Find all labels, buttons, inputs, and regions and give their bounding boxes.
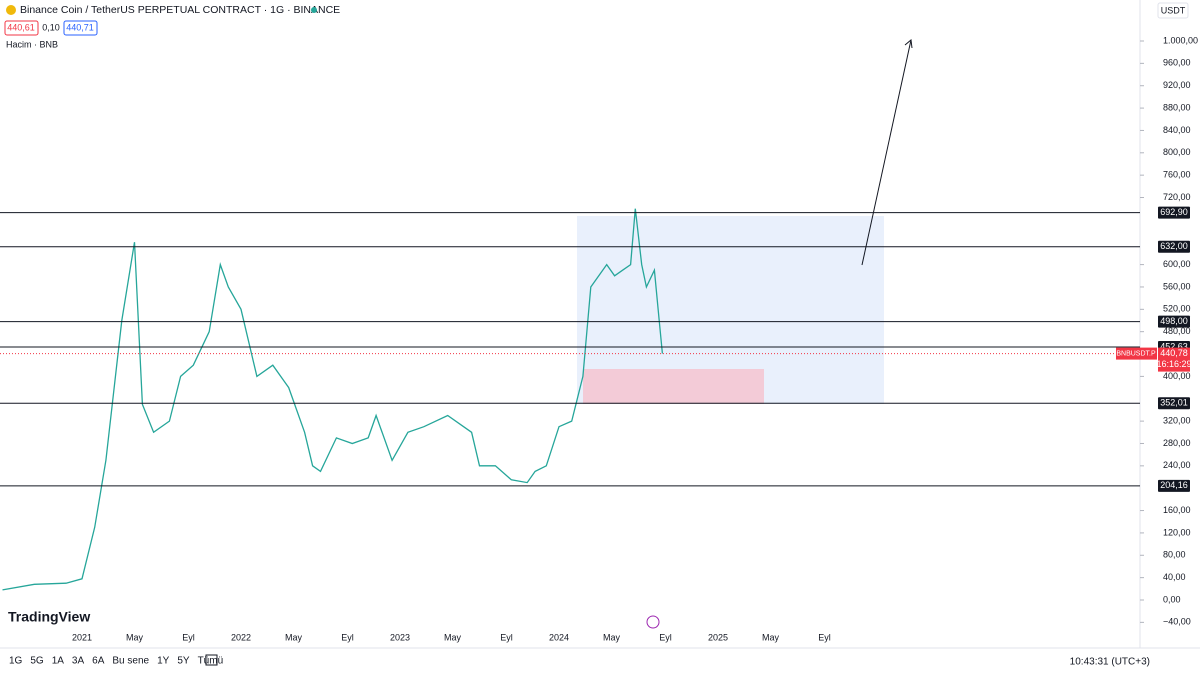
price-tick-label: 600,00 xyxy=(1163,259,1191,269)
range-button[interactable]: 1A xyxy=(52,656,65,667)
coin-icon xyxy=(6,5,16,15)
current-price-box xyxy=(1158,347,1190,372)
arrow xyxy=(861,39,912,266)
price-tick-label: 720,00 xyxy=(1163,192,1191,202)
currency: USDT xyxy=(1161,5,1186,15)
time-tick-label: Eyl xyxy=(500,632,513,642)
level-label-box xyxy=(1158,315,1190,328)
price-tick-label: 960,00 xyxy=(1163,58,1191,68)
arrow-head xyxy=(904,39,913,49)
price-tick-label: 160,00 xyxy=(1163,505,1191,515)
time-tick-label: Eyl xyxy=(341,632,354,642)
level-label-box xyxy=(1158,479,1190,492)
range-button[interactable]: 1Y xyxy=(157,656,170,667)
price-tick-label: 120,00 xyxy=(1163,527,1191,537)
volume: Hacim · BNB xyxy=(6,39,58,49)
time-tick-label: Eyl xyxy=(659,632,672,642)
time-tick-label: Eyl xyxy=(818,632,831,642)
time-tick-label: May xyxy=(603,632,621,642)
time-tick-label: May xyxy=(762,632,780,642)
current-symbol-box xyxy=(1116,347,1157,360)
level-label: 692,90 xyxy=(1160,207,1188,217)
price-tick-label: −40,00 xyxy=(1163,617,1191,627)
current-price: 440,78 xyxy=(1160,348,1188,358)
level-label: 204,16 xyxy=(1160,480,1188,490)
level-label: 352,01 xyxy=(1160,398,1188,408)
symbol: Binance Coin / TetherUS PERPETUAL CONTRA… xyxy=(20,4,340,16)
price-tick-label: 760,00 xyxy=(1163,170,1191,180)
time-tick-label: 2021 xyxy=(72,632,92,642)
price-tick-label: 1.000,00 xyxy=(1163,35,1198,45)
bid-box[interactable] xyxy=(4,20,39,36)
time-tick-label: 2024 xyxy=(549,632,569,642)
countdown: 16:16:29 xyxy=(1156,359,1191,369)
price-tick-label: 80,00 xyxy=(1163,550,1186,560)
level-label: 632,00 xyxy=(1160,241,1188,251)
range-button[interactable]: 3A xyxy=(72,656,85,667)
bid: 440,61 xyxy=(7,22,35,32)
logo: TradingView xyxy=(8,609,90,625)
time-tick-label: 2022 xyxy=(231,632,251,642)
target-box xyxy=(583,369,764,404)
price-tick-label: 0,00 xyxy=(1163,594,1181,604)
time-tick-label: Eyl xyxy=(182,632,195,642)
time-tick-label: 2023 xyxy=(390,632,410,642)
price-tick-label: 320,00 xyxy=(1163,415,1191,425)
time-tick-label: May xyxy=(444,632,462,642)
price-tick-label: 560,00 xyxy=(1163,281,1191,291)
level-label-box xyxy=(1158,240,1190,253)
price-tick-label: 880,00 xyxy=(1163,102,1191,112)
price-line xyxy=(2,208,664,591)
range-button[interactable]: 5G xyxy=(30,656,44,667)
time-tick-label: May xyxy=(126,632,144,642)
level-label-box xyxy=(1158,397,1190,410)
status-dot xyxy=(311,7,317,13)
price-tick-label: 240,00 xyxy=(1163,460,1191,470)
price-tick-label: 480,00 xyxy=(1163,326,1191,336)
range-button[interactable]: 1G xyxy=(9,656,23,667)
ask: 440,71 xyxy=(66,22,94,32)
currency-button[interactable] xyxy=(1157,2,1189,19)
ask-box[interactable] xyxy=(63,20,98,36)
level-label-box xyxy=(1158,206,1190,219)
price-tick-label: 400,00 xyxy=(1163,371,1191,381)
range-button[interactable]: 5Y xyxy=(177,656,190,667)
level-label: 452,63 xyxy=(1160,341,1188,351)
current-symbol: BNBUSDT.P xyxy=(1116,350,1156,357)
range-button[interactable]: 6A xyxy=(92,656,105,667)
price-tick-label: 840,00 xyxy=(1163,125,1191,135)
level-label: 498,00 xyxy=(1160,316,1188,326)
clock: 10:43:31 (UTC+3) xyxy=(1070,657,1150,668)
range-button[interactable]: Bu sene xyxy=(112,656,149,667)
spread: 0,10 xyxy=(42,22,60,32)
price-tick-label: 920,00 xyxy=(1163,80,1191,90)
price-tick-label: 520,00 xyxy=(1163,304,1191,314)
range-button[interactable]: Tümü xyxy=(198,656,224,667)
price-tick-label: 800,00 xyxy=(1163,147,1191,157)
time-tick-label: 2025 xyxy=(708,632,728,642)
event-icon[interactable] xyxy=(646,615,660,629)
date-range-icon[interactable] xyxy=(205,654,218,666)
price-tick-label: 280,00 xyxy=(1163,438,1191,448)
time-tick-label: May xyxy=(285,632,303,642)
price-tick-label: 40,00 xyxy=(1163,572,1186,582)
